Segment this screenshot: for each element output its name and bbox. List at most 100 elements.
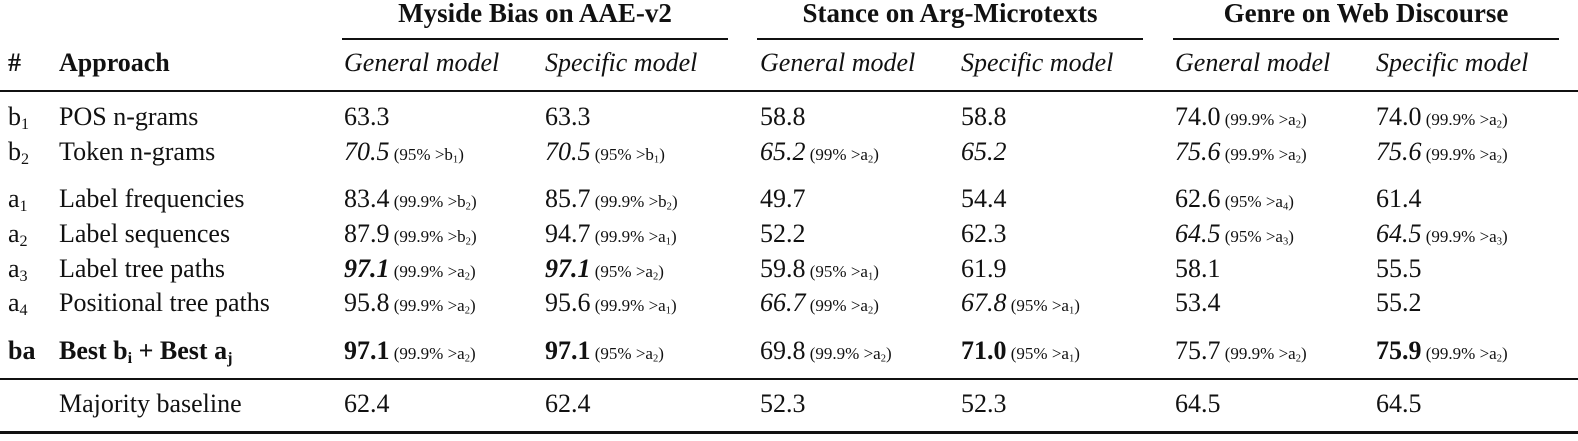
cell-value: 75.9 [1376,336,1422,365]
significance-index: 3 [1496,236,1502,248]
table-cell: 75.6 (99.9% >a2) [1175,137,1307,170]
row-id-index: 4 [19,302,28,320]
cell-value: 75.6 [1376,137,1422,166]
significance-index: 2 [652,271,659,283]
group-header-myside: Myside Bias on AAE-v2 [398,0,672,28]
table-cell: 63.3 [344,102,390,132]
significance-note: (95% >a2) [590,262,664,283]
table-cell: 71.0 (95% >a1) [961,336,1080,369]
table-cell: 54.4 [961,184,1007,214]
cell-value: 64.5 [1175,219,1221,248]
cell-value: 52.2 [760,219,806,248]
significance-note: (99% >a2) [805,145,879,166]
row-id-index: 2 [21,151,30,169]
significance-index: 1 [653,154,660,166]
significance-index: 2 [880,353,886,365]
significance-note: (99.9% >a2) [389,344,476,365]
cell-value: 71.0 [961,336,1007,365]
row-approach: POS n-grams [59,102,199,131]
significance-index: 2 [465,201,471,213]
cell-value: 97.1 [545,254,591,283]
approach-sub-j: j [227,350,233,368]
table-cell: 75.7 (99.9% >a2) [1175,336,1307,369]
significance-index: 2 [1295,353,1301,365]
significance-note: (95% >b1) [389,145,464,166]
cell-value: 74.0 [1175,102,1221,131]
significance-note: (95% >a2) [590,344,664,365]
significance-index: 1 [665,236,671,248]
table-cell: 55.2 [1376,288,1422,318]
cell-value: 52.3 [961,389,1007,418]
table-cell: 55.5 [1376,254,1422,284]
bottom-rule [0,431,1578,434]
header-rule [0,90,1578,92]
table-cell: 52.2 [760,219,806,249]
row-id-index: 1 [19,198,28,216]
cell-value: 53.4 [1175,288,1221,317]
cell-value: 64.5 [1175,389,1221,418]
cell-value: 65.2 [760,137,806,166]
significance-note: (99.9% >a2) [389,262,476,283]
table-cell: 65.2 (99% >a2) [760,137,879,170]
significance-index: 2 [867,305,874,317]
significance-note: (95% >a3) [1220,227,1294,248]
subheader-myside-general: General model [344,48,500,77]
cell-value: 54.4 [961,184,1007,213]
significance-index: 2 [652,353,659,365]
significance-note: (99.9% >a1) [590,296,677,317]
table-cell: 52.3 [961,389,1007,419]
row-approach: Best bi + Best aj [59,336,233,368]
significance-note: (99.9% >a2) [1220,110,1307,131]
cell-value: 85.7 [545,184,591,213]
row-approach: Label frequencies [59,184,245,213]
table-cell: 67.8 (95% >a1) [961,288,1080,321]
cell-value: 62.3 [961,219,1007,248]
cell-value: 87.9 [344,219,390,248]
table-cell: 69.8 (99.9% >a2) [760,336,892,369]
cell-value: 70.5 [545,137,591,166]
table-cell: 62.4 [545,389,591,419]
significance-note: (99.9% >a2) [1421,344,1508,365]
row-id-index: 3 [19,268,28,286]
row-approach: Token n-grams [59,137,216,166]
table-cell: 75.6 (99.9% >a2) [1376,137,1508,170]
significance-note: (99.9% >a2) [805,344,892,365]
cell-value: 55.5 [1376,254,1422,283]
table-cell: 63.3 [545,102,591,132]
table-cell: 65.2 [961,137,1007,167]
table-cell: 97.1 (95% >a2) [545,336,664,369]
cell-value: 65.2 [961,137,1007,166]
table-cell: 95.8 (99.9% >a2) [344,288,476,321]
cell-value: 64.5 [1376,389,1422,418]
subheader-genre-specific: Specific model [1376,48,1529,77]
cell-value: 75.6 [1175,137,1221,166]
significance-note: (99.9% >a1) [590,227,677,248]
table-cell: 53.4 [1175,288,1221,318]
significance-note: (95% >a1) [1006,296,1080,317]
row-approach: Positional tree paths [59,288,270,317]
table-cell: 64.5 (99.9% >a3) [1376,219,1508,252]
table-cell: 64.5 [1376,389,1422,419]
significance-note: (99% >a2) [805,296,879,317]
significance-index: 2 [1496,353,1502,365]
significance-index: 3 [1282,236,1289,248]
table-cell: 83.4 (99.9% >b2) [344,184,477,217]
cell-value: 83.4 [344,184,390,213]
table-cell: 94.7 (99.9% >a1) [545,219,677,252]
subheader-stance-general: General model [760,48,916,77]
significance-index: 2 [1496,119,1502,131]
cell-value: 97.1 [545,336,591,365]
cell-value: 58.8 [760,102,806,131]
table-cell: 87.9 (99.9% >b2) [344,219,477,252]
group-rule-myside [342,38,728,40]
table-cell: 61.4 [1376,184,1422,214]
cell-value: 63.3 [545,102,591,131]
subheader-myside-specific: Specific model [545,48,698,77]
table-cell: 49.7 [760,184,806,214]
cell-value: 49.7 [760,184,806,213]
cell-value: 69.8 [760,336,806,365]
significance-note: (99.9% >a2) [1421,110,1508,131]
cell-value: 97.1 [344,254,390,283]
table-cell: 58.8 [961,102,1007,132]
row-id: b1 [8,102,30,134]
